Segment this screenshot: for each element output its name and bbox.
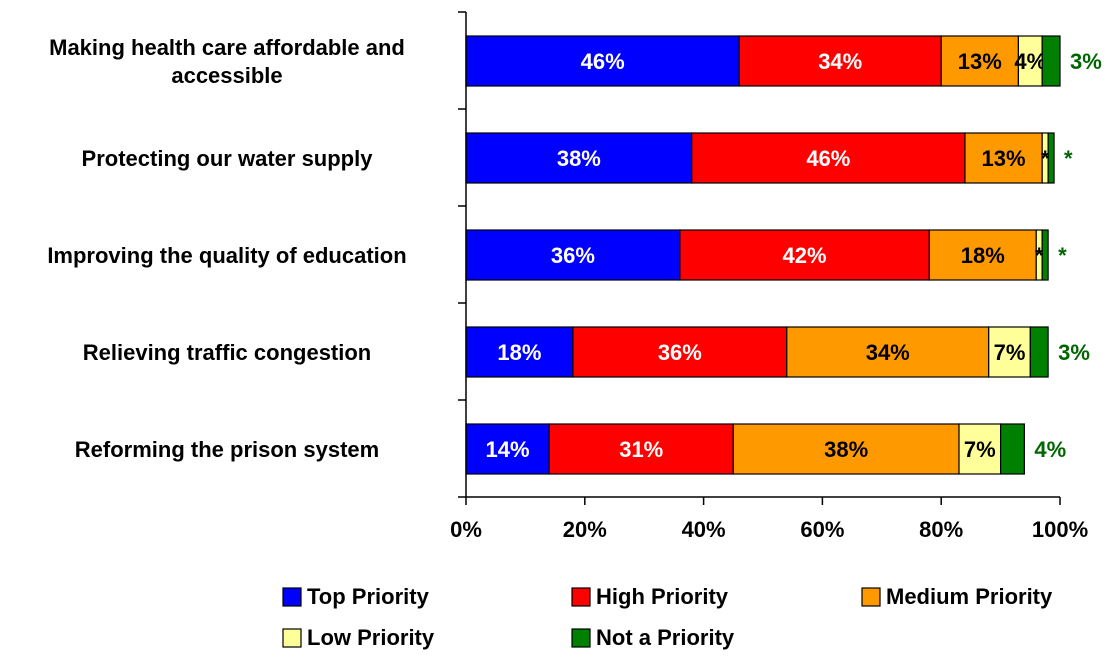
x-tick-label: 100%: [1032, 517, 1088, 542]
legend-label: Not a Priority: [596, 625, 735, 650]
data-label: 7%: [964, 437, 996, 462]
data-label: 7%: [994, 340, 1026, 365]
bar-segment: [691, 132, 966, 184]
legend-swatch: [861, 587, 881, 607]
category-label: Reforming the prison system: [75, 437, 379, 462]
bar-segment: [999, 423, 1025, 475]
data-label: 18%: [961, 243, 1005, 268]
legend: Top Priority High Priority Medium Priority…: [282, 584, 1053, 650]
bar-segment: [786, 326, 990, 378]
x-tick-label: 0%: [450, 517, 482, 542]
data-label: 36%: [658, 340, 702, 365]
legend-swatch: [282, 587, 302, 607]
bar-segment: [465, 132, 693, 184]
bar-segment: [1041, 35, 1061, 87]
data-label: *: [1064, 146, 1073, 171]
data-label: 18%: [497, 340, 541, 365]
category-label: Relieving traffic congestion: [83, 340, 372, 365]
data-label: 14%: [486, 437, 530, 462]
legend-swatch: [282, 628, 302, 648]
data-label: 13%: [982, 146, 1026, 171]
data-label: *: [1041, 146, 1050, 171]
bar-segment: [1041, 229, 1049, 281]
data-label: 13%: [958, 49, 1002, 74]
x-tick-label: 60%: [800, 517, 844, 542]
legend-label: Low Priority: [307, 625, 435, 650]
data-label: 31%: [619, 437, 663, 462]
bar-segment: [572, 326, 788, 378]
data-label: 3%: [1058, 340, 1090, 365]
x-tick-label: 80%: [919, 517, 963, 542]
legend-swatch: [571, 628, 591, 648]
legend-label: Top Priority: [307, 584, 430, 609]
data-label: 34%: [866, 340, 910, 365]
bar-segment: [732, 423, 960, 475]
legend-label: High Priority: [596, 584, 729, 609]
category-labels: Making health care affordable and accessi…: [47, 35, 406, 462]
data-label: 38%: [824, 437, 868, 462]
category-label: Protecting our water supply: [82, 146, 374, 171]
bars: 46% 34% 13% 4% 3% 38% 46% 13% * * 36% 42% 18% * * 18% 36…: [465, 35, 1102, 475]
bar-segment: [958, 423, 1002, 475]
bar-segment: [465, 423, 550, 475]
data-label: *: [1035, 243, 1044, 268]
bar-segment: [964, 132, 1043, 184]
bar-segment: [465, 229, 681, 281]
data-label: 46%: [806, 146, 850, 171]
bar-segment: [940, 35, 1020, 87]
bar-segment: [465, 35, 740, 87]
x-tick-label: 20%: [563, 517, 607, 542]
data-label: 3%: [1070, 49, 1102, 74]
data-label: 46%: [581, 49, 625, 74]
bar-segment: [548, 423, 734, 475]
data-label: 4%: [1034, 437, 1066, 462]
bar-segment: [1029, 326, 1049, 378]
bar-segment: [1047, 132, 1055, 184]
data-label: 38%: [557, 146, 601, 171]
data-label: 42%: [783, 243, 827, 268]
x-tick-label: 40%: [682, 517, 726, 542]
legend-swatch: [571, 587, 591, 607]
data-label: *: [1058, 243, 1067, 268]
category-label: Improving the quality of education: [47, 243, 406, 268]
bar-segment: [928, 229, 1037, 281]
bar-segment: [738, 35, 942, 87]
data-label: 36%: [551, 243, 595, 268]
legend-label: Medium Priority: [886, 584, 1053, 609]
axes: 0% 20% 40% 60% 80% 100%: [450, 11, 1088, 542]
data-label: 34%: [818, 49, 862, 74]
data-label: 4%: [1014, 49, 1046, 74]
bar-segment: [988, 326, 1031, 378]
category-label: Making health care affordable and accessi…: [49, 35, 405, 88]
